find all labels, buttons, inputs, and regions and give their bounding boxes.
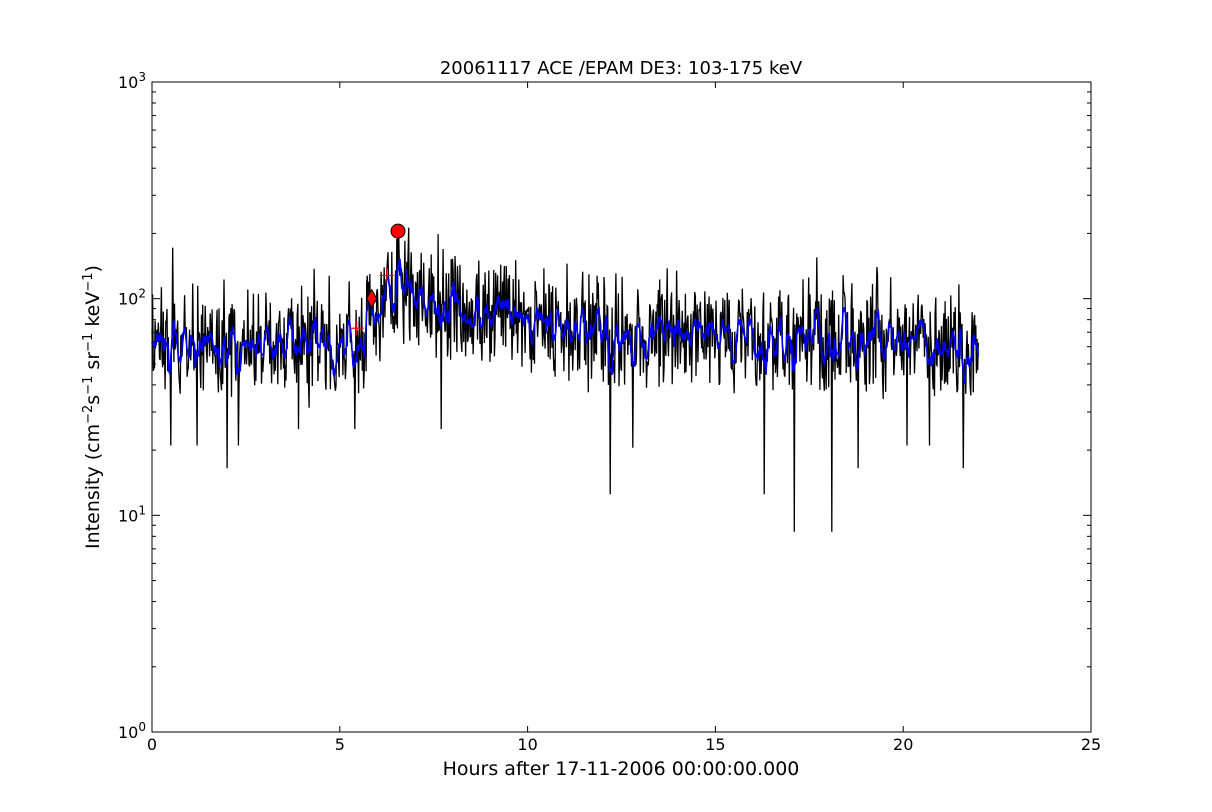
x-tick-label: 20 xyxy=(893,735,913,754)
y-axis-label-part: keV xyxy=(82,292,104,333)
y-tick-label: 102 xyxy=(118,287,146,309)
x-axis: 0 5 10 15 20 25 xyxy=(147,82,1101,754)
chart-title: 20061117 ACE /EPAM DE3: 103-175 keV xyxy=(440,58,803,79)
x-axis-label: Hours after 17-11-2006 00:00:00.000 xyxy=(443,758,800,780)
marker-diamond xyxy=(366,288,378,309)
y-axis-label-part: ) xyxy=(82,265,104,272)
y-axis-label-part: Intensity (cm xyxy=(82,424,104,549)
marker-plus xyxy=(349,321,364,336)
x-tick-label: 5 xyxy=(335,735,345,754)
y-tick-label: 100 xyxy=(118,720,146,742)
y-axis-label-part: −1 xyxy=(81,272,96,291)
y-axis-label-part: −2 xyxy=(81,405,96,424)
x-tick-label: 15 xyxy=(705,735,725,754)
x-tick-label: 25 xyxy=(1081,735,1101,754)
plot-area xyxy=(151,223,980,532)
marker-plus xyxy=(379,268,394,283)
x-tick-label: 0 xyxy=(147,735,157,754)
y-axis-label-part: −1 xyxy=(81,333,96,352)
y-axis-label-part: s xyxy=(82,395,104,405)
y-axis-label: Intensity (cm−2s−1 sr−1 keV−1) xyxy=(81,265,105,549)
marker-peak-circle xyxy=(390,223,406,239)
y-tick-label: 101 xyxy=(118,503,146,525)
x-tick-label: 10 xyxy=(517,735,537,754)
y-axis-label-part: −1 xyxy=(81,376,96,395)
series-line-smoothed xyxy=(151,258,980,385)
y-axis: 100 101 102 103 xyxy=(118,70,1091,742)
series-line-raw xyxy=(151,226,979,532)
plot-frame xyxy=(151,81,1092,733)
y-tick-label: 103 xyxy=(118,70,146,92)
y-axis-label-part: sr xyxy=(82,352,104,376)
